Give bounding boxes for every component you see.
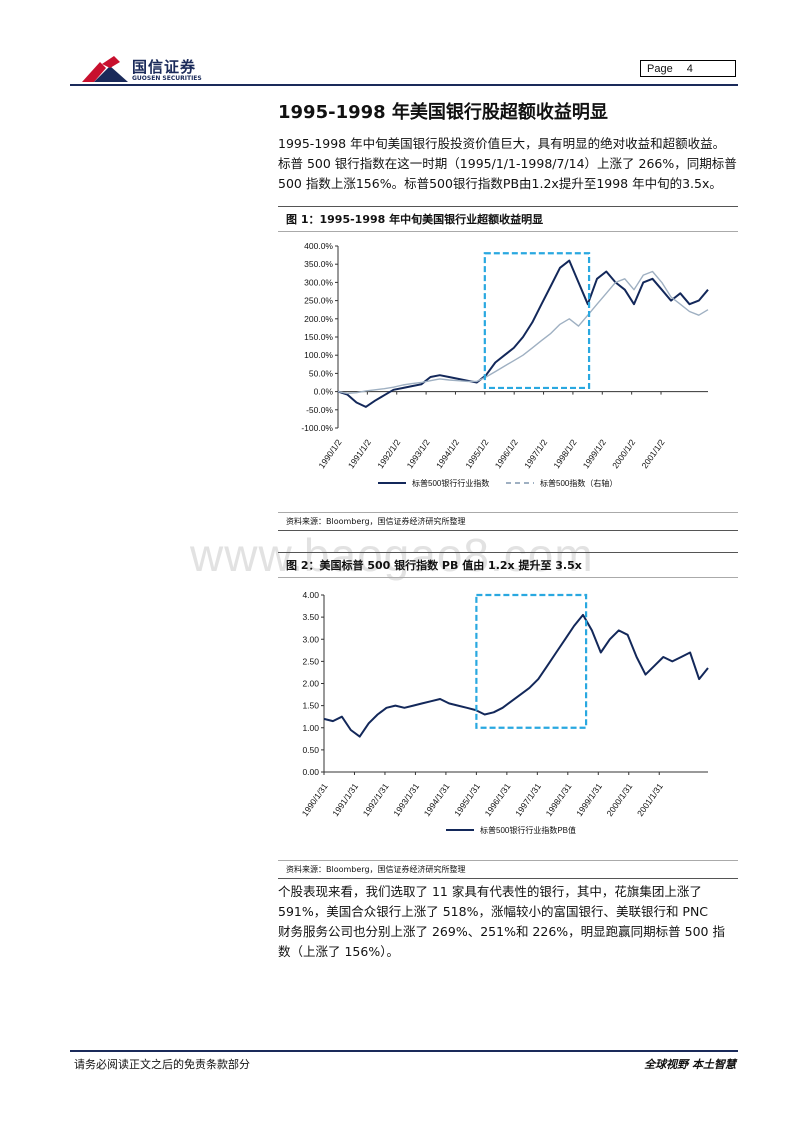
x-tick-label: 1999/1/31 xyxy=(574,781,604,818)
x-tick-label: 1999/1/2 xyxy=(581,437,608,470)
y-tick-label: 100.0% xyxy=(304,350,333,360)
x-tick-label: 2001/1/31 xyxy=(635,781,665,818)
figure1-source: 资料来源：Bloomberg，国信证券经济研究所整理 xyxy=(278,512,738,531)
y-tick-label: 150.0% xyxy=(304,332,333,342)
x-tick-label: 1994/1/31 xyxy=(422,781,452,818)
x-tick-label: 1997/1/2 xyxy=(522,437,549,470)
y-tick-label: -50.0% xyxy=(306,405,333,415)
figure2-chart: 4.00 3.50 3.00 2.50 2.00 1.50 1.00 0.50 0.00 1990… xyxy=(300,590,709,835)
y-tick-label: 0.00 xyxy=(302,767,319,777)
y-tick-label: 0.0% xyxy=(314,387,334,397)
x-tick-label: 1992/1/2 xyxy=(375,437,402,470)
page-number-box: Page 4 xyxy=(640,60,736,77)
x-tick-label: 1996/1/31 xyxy=(483,781,513,818)
footer-slogan: 全球视野 本土智慧 xyxy=(644,1058,736,1071)
figure2-caption: 图 2：美国标普 500 银行指数 PB 值由 1.2x 提升至 3.5x xyxy=(278,552,738,578)
page-label: Page xyxy=(647,63,673,75)
y-tick-label: 3.00 xyxy=(302,634,319,644)
x-tick-label: 1995/1/31 xyxy=(452,781,482,818)
series-line-0 xyxy=(323,613,709,738)
x-tick-label: 1996/1/2 xyxy=(493,437,520,470)
x-tick-label: 1991/1/31 xyxy=(330,781,360,818)
x-tick-label: 1992/1/31 xyxy=(361,781,391,818)
intro-paragraph: 1995-1998 年中旬美国银行股投资价值巨大，具有明显的绝对收益和超额收益。… xyxy=(278,134,738,194)
x-tick-label: 1995/1/2 xyxy=(463,437,490,470)
y-tick-label: 400.0% xyxy=(304,241,333,251)
legend-label: 标普500银行行业指数 xyxy=(412,478,489,488)
y-tick-label: 2.50 xyxy=(302,656,319,666)
y-tick-label: 250.0% xyxy=(304,296,333,306)
logo-mark-icon xyxy=(82,56,128,82)
footer-disclaimer: 请务必阅读正文之后的免责条款部分 xyxy=(74,1058,250,1071)
y-tick-label: 0.50 xyxy=(302,745,319,755)
highlight-period-box xyxy=(483,252,591,390)
y-tick-label: 50.0% xyxy=(309,368,334,378)
section-title: 1995-1998 年美国银行股超额收益明显 xyxy=(278,102,608,123)
x-tick-label: 1993/1/31 xyxy=(391,781,421,818)
figure2-source: 资料来源：Bloomberg，国信证券经济研究所整理 xyxy=(278,860,738,879)
legend-label: 标普500指数（右轴） xyxy=(540,478,617,488)
y-tick-label: 3.50 xyxy=(302,612,319,622)
figure1-chart: 400.0% 350.0% 300.0% 250.0% 200.0% 150.0% 100.… xyxy=(301,241,709,488)
y-tick-label: 4.00 xyxy=(302,590,319,600)
x-tick-label: 1998/1/31 xyxy=(544,781,574,818)
series-line-0 xyxy=(337,259,709,408)
paragraph-line: 标普 500 银行指数在这一时期（1995/1/1-1998/7/14）上涨了 … xyxy=(278,156,737,171)
logo-chinese-name: 国信证券 xyxy=(132,58,197,76)
stock-performance-paragraph: 个股表现来看，我们选取了 11 家具有代表性的银行，其中，花旗集团上涨了 591… xyxy=(278,882,738,962)
y-tick-label: 1.50 xyxy=(302,701,319,711)
figure1-caption: 图 1：1995-1998 年中旬美国银行业超额收益明显 xyxy=(278,206,738,232)
header-divider xyxy=(70,84,738,86)
x-tick-label: 1991/1/2 xyxy=(346,437,373,470)
paragraph-line: 数（上涨了 156%）。 xyxy=(278,944,399,959)
company-logo: 国信证券 GUOSEN SECURITIES xyxy=(80,54,210,86)
paragraph-line: 个股表现来看，我们选取了 11 家具有代表性的银行，其中，花旗集团上涨了 xyxy=(278,884,702,899)
y-tick-label: 2.00 xyxy=(302,679,319,689)
y-tick-label: 350.0% xyxy=(304,259,333,269)
logo-english-name: GUOSEN SECURITIES xyxy=(132,75,202,82)
x-tick-label: 2000/1/31 xyxy=(605,781,635,818)
paragraph-line: 财务服务公司也分别上涨了 269%、251%和 226%，明显跑赢同期标普 50… xyxy=(278,924,725,939)
x-tick-label: 1997/1/31 xyxy=(513,781,543,818)
highlight-period-box xyxy=(475,593,588,729)
paragraph-line: 1995-1998 年中旬美国银行股投资价值巨大，具有明显的绝对收益和超额收益。 xyxy=(278,136,726,151)
y-tick-label: 200.0% xyxy=(304,314,333,324)
legend-label: 标普500银行行业指数PB值 xyxy=(480,825,576,835)
y-tick-label: 300.0% xyxy=(304,277,333,287)
x-tick-label: 1990/1/31 xyxy=(300,781,330,818)
paragraph-line: 591%，美国合众银行上涨了 518%，涨幅较小的富国银行、美联银行和 PNC xyxy=(278,904,709,919)
x-tick-label: 1998/1/2 xyxy=(551,437,578,470)
y-tick-label: -100.0% xyxy=(301,423,333,433)
series-line-1 xyxy=(337,270,709,395)
x-tick-label: 1990/1/2 xyxy=(316,437,343,470)
footer-divider xyxy=(70,1050,738,1052)
x-tick-label: 2001/1/2 xyxy=(639,437,666,470)
x-tick-label: 2000/1/2 xyxy=(610,437,637,470)
page-number: 4 xyxy=(686,63,693,75)
watermark: www.baogao8.com xyxy=(190,529,594,581)
x-tick-label: 1993/1/2 xyxy=(405,437,432,470)
paragraph-line: 500 指数上涨156%。标普500银行指数PB由1.2x提升至1998 年中旬… xyxy=(278,176,722,191)
x-tick-label: 1994/1/2 xyxy=(434,437,461,470)
y-tick-label: 1.00 xyxy=(302,723,319,733)
